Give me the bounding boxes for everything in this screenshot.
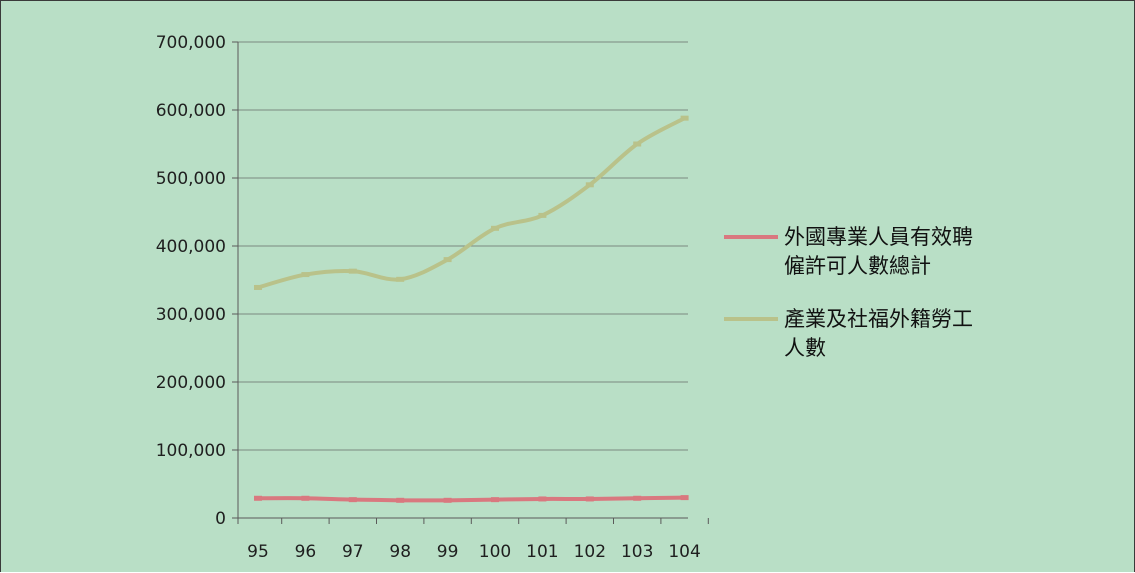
y-tick-label: 200,000 (156, 373, 226, 393)
legend-label: 人數 (784, 336, 826, 360)
x-tick-label: 103 (621, 542, 653, 562)
gridlines (238, 41, 688, 451)
x-axis-ticks: 95 96 97 98 99 100 101 102 103 104 (237, 518, 709, 562)
y-axis-ticks: 0 100,000 200,000 300,000 400,000 500,000 600,… (156, 33, 238, 529)
x-tick-label: 104 (668, 542, 700, 562)
series-line (256, 116, 687, 290)
x-tick-label: 98 (389, 542, 411, 562)
axes (237, 42, 688, 519)
legend-label: 僱許可人數總計 (784, 254, 931, 278)
legend-label: 產業及社福外籍勞工 (784, 307, 973, 331)
x-tick-label: 97 (342, 542, 364, 562)
x-tick-label: 101 (526, 542, 558, 562)
series-line (256, 495, 687, 503)
x-tick-label: 100 (479, 542, 511, 562)
x-tick-label: 102 (574, 542, 606, 562)
y-tick-label: 0 (215, 509, 226, 529)
legend-label: 外國專業人員有效聘 (784, 225, 973, 249)
x-tick-label: 99 (437, 542, 459, 562)
y-tick-label: 300,000 (156, 305, 226, 325)
y-tick-label: 100,000 (156, 441, 226, 461)
y-tick-label: 700,000 (156, 33, 226, 53)
y-tick-label: 400,000 (156, 237, 226, 257)
y-tick-label: 500,000 (156, 169, 226, 189)
x-tick-label: 95 (247, 542, 269, 562)
y-tick-label: 600,000 (156, 101, 226, 121)
series-lines (254, 115, 689, 503)
x-tick-label: 96 (295, 542, 317, 562)
